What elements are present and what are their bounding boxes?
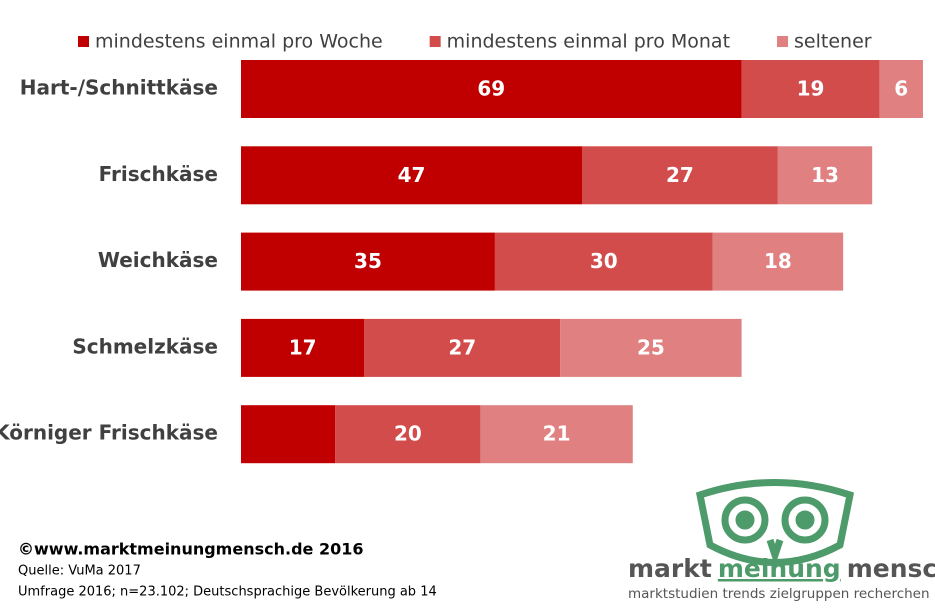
category-label: Körniger Frischkäse xyxy=(0,421,218,445)
logo-tagline: marktstudien trends zielgruppen recherch… xyxy=(628,586,930,602)
bar-segment xyxy=(741,60,880,118)
value-label: 47 xyxy=(398,163,426,187)
legend-label: mindestens einmal pro Monat xyxy=(447,31,730,53)
value-label: 18 xyxy=(764,249,792,273)
value-label: 69 xyxy=(477,77,505,101)
legend-swatch xyxy=(777,36,789,47)
category-label: Frischkäse xyxy=(99,162,218,186)
bar-segment xyxy=(241,146,582,205)
logo-part: markt xyxy=(628,554,712,583)
value-label: 13 xyxy=(811,163,839,187)
value-label: 27 xyxy=(666,163,694,187)
source: Quelle: VuMa 2017 xyxy=(18,564,141,579)
value-label: 35 xyxy=(354,249,382,273)
bar-segment xyxy=(241,405,336,464)
bar-segment xyxy=(241,318,365,377)
bar-segment xyxy=(712,232,844,291)
value-label: 30 xyxy=(590,249,618,273)
category-label: Hart-/Schnittkäse xyxy=(20,76,218,100)
bar-segment xyxy=(480,405,633,464)
logo-text: marktmeinungmensch xyxy=(628,554,935,583)
legend-swatch xyxy=(78,36,89,47)
value-label: 25 xyxy=(637,335,665,359)
value-label: 27 xyxy=(448,335,476,359)
bar-segment xyxy=(335,405,481,464)
value-label: 17 xyxy=(289,335,317,359)
bar-segment xyxy=(494,232,713,291)
survey-note: Umfrage 2016; n=23.102; Deutschsprachige… xyxy=(18,585,437,600)
value-label: 6 xyxy=(894,77,908,101)
bar-segment xyxy=(879,60,923,118)
category-label: Weichkäse xyxy=(98,248,218,272)
logo-part: mensch xyxy=(847,554,935,583)
value-label: 21 xyxy=(543,422,571,446)
value-label: 20 xyxy=(394,422,422,446)
bar-segment xyxy=(581,146,778,205)
bar-segment xyxy=(241,232,495,291)
bar-segment xyxy=(560,318,742,377)
logo-owl xyxy=(695,479,855,567)
logo-part: meinung xyxy=(718,554,841,583)
legend-label: seltener xyxy=(794,31,872,53)
bar-segment xyxy=(777,146,873,205)
legend-label: mindestens einmal pro Woche xyxy=(95,31,383,53)
bar-segment xyxy=(364,318,561,377)
bar-segment xyxy=(241,60,742,118)
category-label: Schmelzkäse xyxy=(72,334,218,358)
value-label: 19 xyxy=(797,77,825,101)
legend-swatch xyxy=(429,36,441,47)
copyright: ©www.marktmeinungmensch.de 2016 xyxy=(18,540,363,559)
